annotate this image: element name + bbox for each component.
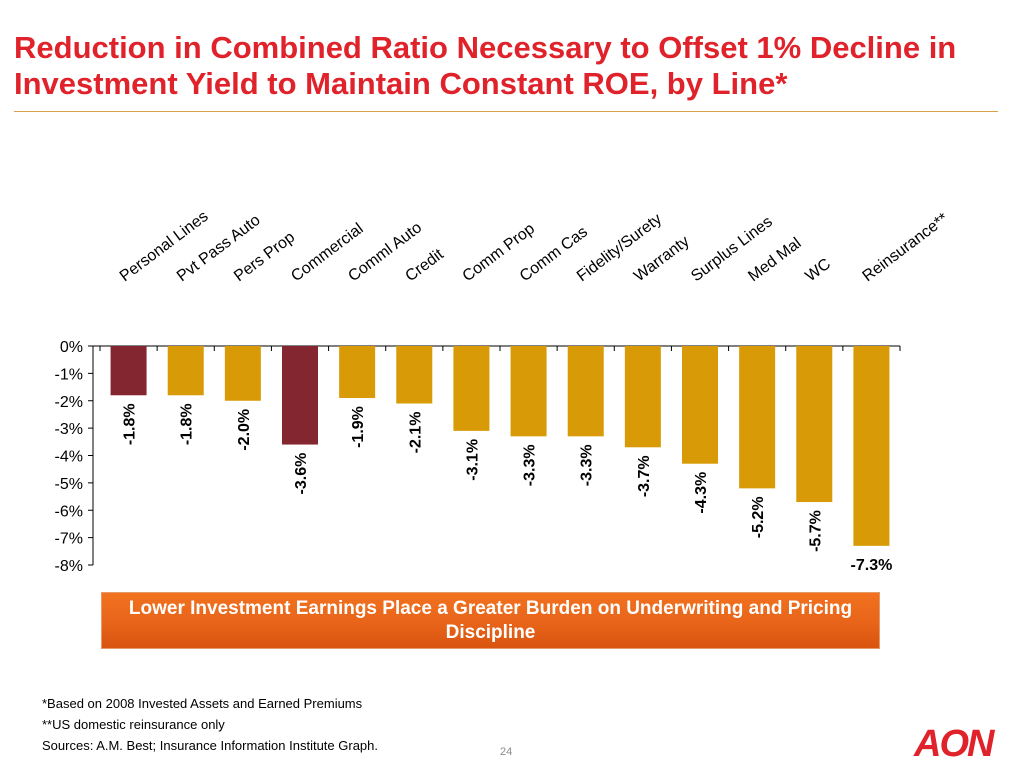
footnotes: *Based on 2008 Invested Assets and Earne… (42, 693, 378, 756)
y-tick-label: -7% (55, 531, 83, 548)
bar (682, 346, 718, 464)
data-label: -1.8% (122, 403, 139, 445)
category-label: Credit (402, 246, 447, 286)
footnote-basis: *Based on 2008 Invested Assets and Earne… (42, 696, 363, 711)
bar (110, 346, 147, 396)
bar (453, 346, 490, 431)
bar (282, 346, 318, 445)
y-tick-label: -6% (55, 503, 83, 520)
bar (167, 346, 204, 396)
footnote-reinsurance: **US domestic reinsurance only (42, 717, 225, 732)
data-label: -3.3% (522, 444, 539, 486)
bar (853, 346, 890, 546)
aon-logo: AON (913, 723, 998, 762)
bar (510, 346, 547, 437)
data-label: -5.2% (750, 496, 767, 538)
y-tick-label: -2% (55, 394, 83, 411)
bar (739, 346, 776, 489)
bar (567, 346, 604, 437)
data-label: -3.3% (579, 444, 596, 486)
data-label: -2.1% (407, 412, 424, 454)
y-tick-label: -8% (55, 558, 83, 575)
bar (339, 346, 376, 399)
data-label: -3.7% (636, 455, 653, 497)
data-label: -1.8% (179, 403, 196, 445)
data-label: -7.3% (851, 557, 893, 574)
bar (224, 346, 261, 401)
bar-chart: 0%-1%-2%-3%-4%-5%-6%-7%-8%Personal Lines… (55, 208, 952, 575)
data-label: -5.7% (807, 510, 824, 552)
data-label: -4.3% (693, 472, 710, 514)
y-tick-label: -1% (55, 366, 83, 383)
category-label: Reinsurance** (860, 210, 952, 285)
slide-title: Reduction in Combined Ratio Necessary to… (14, 30, 957, 101)
footnote-sources: Sources: A.M. Best; Insurance Informatio… (42, 738, 378, 753)
y-tick-label: -3% (55, 421, 83, 438)
y-tick-label: -4% (55, 449, 83, 466)
data-label: -1.9% (350, 406, 367, 448)
y-tick-label: -5% (55, 476, 83, 493)
data-label: -2.0% (236, 409, 253, 451)
page-number: 24 (500, 746, 513, 758)
y-tick-label: 0% (60, 339, 83, 356)
aon-logo-text: AON (913, 723, 996, 762)
callout-banner: Lower Investment Earnings Place a Greate… (101, 592, 880, 649)
data-label: -3.6% (293, 453, 310, 495)
bar (796, 346, 833, 503)
bar (624, 346, 661, 448)
title-divider (14, 111, 998, 112)
data-label: -3.1% (464, 439, 481, 481)
bar (396, 346, 433, 404)
category-label: WC (802, 256, 834, 286)
